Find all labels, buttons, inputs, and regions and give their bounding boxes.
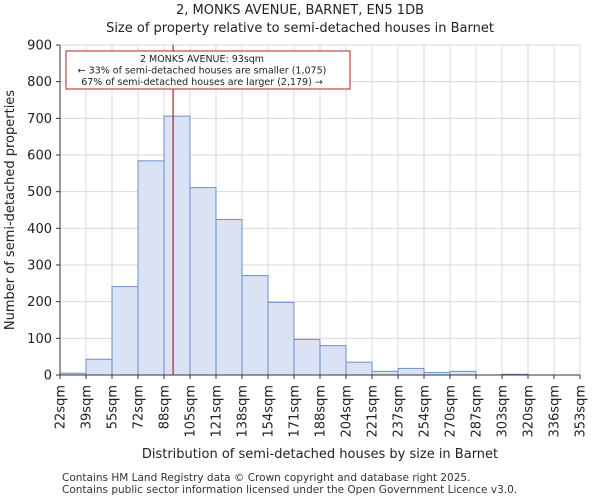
- histogram-bar: [293, 338, 321, 376]
- y-tick-label: 200: [27, 295, 52, 310]
- histogram-bar: [163, 115, 191, 376]
- annotation-smaller: ← 33% of semi-detached houses are smalle…: [78, 66, 327, 77]
- annotation-title: 2 MONKS AVENUE: 93sqm: [140, 54, 264, 65]
- x-tick-label: 121sqm: [210, 385, 225, 438]
- histogram-bar: [85, 358, 113, 376]
- histogram-bar: [371, 370, 399, 376]
- x-tick-label: 221sqm: [366, 385, 381, 438]
- x-tick-label: 204sqm: [340, 385, 355, 438]
- x-tick-label: 254sqm: [418, 385, 433, 438]
- histogram-bar: [189, 187, 217, 376]
- x-tick-label: 171sqm: [288, 385, 303, 438]
- annotation-larger: 67% of semi-detached houses are larger (…: [81, 77, 323, 88]
- x-tick-label: 320sqm: [522, 385, 537, 438]
- x-tick-label: 72sqm: [132, 385, 147, 429]
- histogram-bar: [319, 345, 347, 376]
- y-tick-label: 0: [44, 369, 52, 384]
- histogram-chart: 0 100 200 300 400 500 600 700 800 900 22sqm 39sqm 55…: [3, 39, 589, 463]
- x-tick-label: 88sqm: [158, 385, 173, 429]
- footer-licence: Contains public sector information licen…: [62, 484, 518, 496]
- x-tick-label: 55sqm: [106, 385, 121, 429]
- histogram-bar: [137, 160, 165, 376]
- histogram-bar: [241, 275, 269, 376]
- x-tick-label: 287sqm: [470, 385, 485, 438]
- y-axis-label: Number of semi-detached properties: [3, 90, 18, 330]
- chart-subtitle: Size of property relative to semi-detach…: [106, 21, 494, 36]
- histogram-bar: [111, 286, 139, 376]
- x-tick-label: 237sqm: [392, 385, 407, 438]
- histogram-bar: [215, 219, 243, 376]
- x-tick-label: 270sqm: [444, 385, 459, 438]
- footer-copyright: Contains HM Land Registry data © Crown c…: [62, 472, 471, 484]
- x-tick-label: 353sqm: [574, 385, 589, 438]
- annotation-box: [65, 50, 351, 90]
- y-tick-label: 500: [27, 185, 52, 200]
- x-tick-label: 303sqm: [496, 385, 511, 438]
- chart-title: 2, MONKS AVENUE, BARNET, EN5 1DB: [175, 3, 425, 18]
- y-tick-label: 100: [27, 332, 52, 347]
- histogram-bar: [449, 370, 477, 376]
- histogram-bar: [267, 301, 295, 376]
- y-tick-label: 900: [27, 39, 52, 54]
- x-tick-label: 336sqm: [548, 385, 563, 438]
- y-tick-label: 800: [27, 75, 52, 90]
- x-tick-label: 105sqm: [184, 385, 199, 438]
- y-tick-label: 700: [27, 112, 52, 127]
- x-tick-label: 188sqm: [314, 385, 329, 438]
- histogram-bar: [397, 367, 425, 376]
- x-tick-label: 39sqm: [80, 385, 95, 429]
- histogram-bar: [345, 361, 373, 376]
- x-tick-label: 22sqm: [54, 385, 69, 429]
- x-tick-label: 138sqm: [236, 385, 251, 438]
- y-tick-label: 400: [27, 222, 52, 237]
- x-axis-label: Distribution of semi-detached houses by …: [142, 447, 498, 462]
- y-tick-label: 600: [27, 149, 52, 164]
- y-tick-label: 300: [27, 259, 52, 274]
- x-tick-label: 154sqm: [262, 385, 277, 438]
